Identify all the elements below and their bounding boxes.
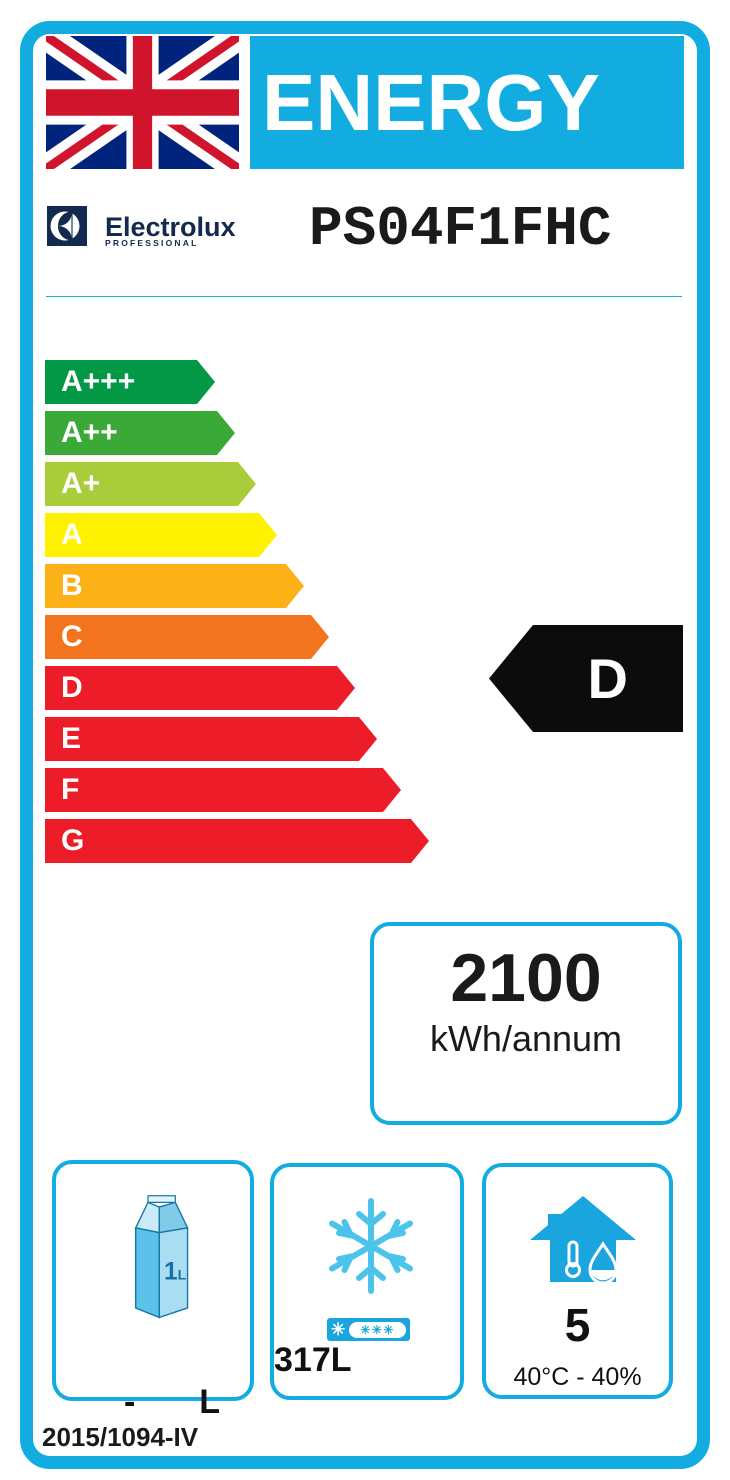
svg-text:PROFESSIONAL: PROFESSIONAL: [105, 238, 198, 248]
